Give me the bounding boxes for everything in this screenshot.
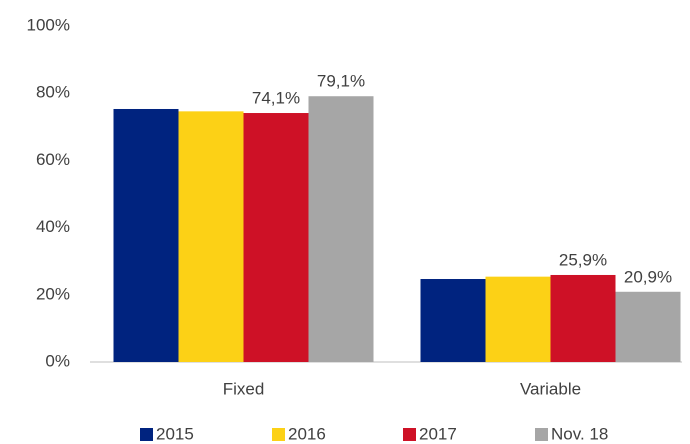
legend-label: Nov. 18 xyxy=(551,424,608,443)
data-label: 74,1% xyxy=(252,89,300,108)
bar xyxy=(615,291,681,362)
x-tick-label: Fixed xyxy=(223,379,265,398)
legend-label: 2015 xyxy=(156,424,194,443)
y-tick-label: 0% xyxy=(45,351,70,370)
data-label: 20,9% xyxy=(624,267,672,286)
bar xyxy=(420,279,486,362)
bar xyxy=(550,274,616,362)
legend-swatch xyxy=(535,428,548,441)
bar xyxy=(243,113,309,362)
y-tick-label: 100% xyxy=(27,15,70,34)
legend-label: 2016 xyxy=(288,424,326,443)
y-tick-label: 40% xyxy=(36,217,70,236)
bar xyxy=(308,96,374,362)
legend-label: 2017 xyxy=(419,424,457,443)
data-label: 25,9% xyxy=(559,250,607,269)
legend-swatch xyxy=(140,428,153,441)
legend-swatch xyxy=(403,428,416,441)
bar xyxy=(485,276,551,362)
data-label: 79,1% xyxy=(317,72,365,91)
y-tick-label: 20% xyxy=(36,284,70,303)
y-tick-label: 80% xyxy=(36,83,70,102)
x-tick-label: Variable xyxy=(520,379,581,398)
legend-swatch xyxy=(272,428,285,441)
y-tick-label: 60% xyxy=(36,150,70,169)
bar xyxy=(113,108,179,362)
bar xyxy=(178,111,244,363)
